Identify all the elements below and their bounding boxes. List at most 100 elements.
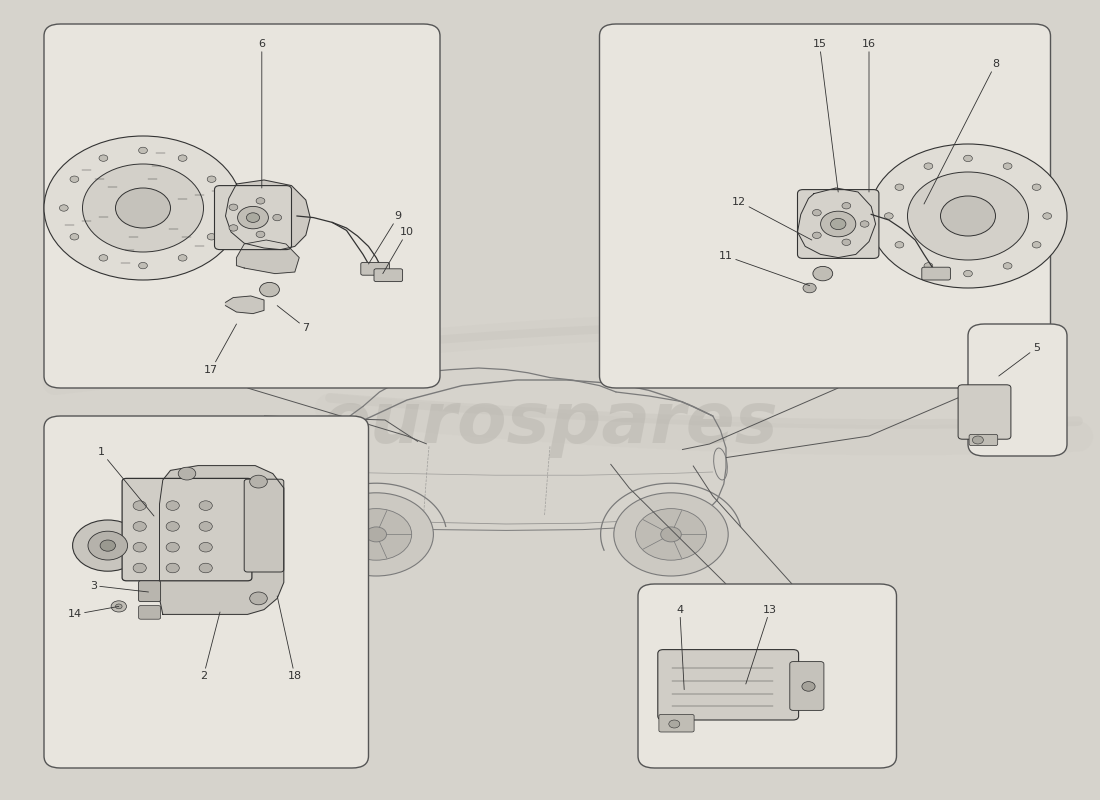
Polygon shape (160, 466, 284, 614)
Text: eurospares: eurospares (321, 390, 779, 458)
Circle shape (99, 254, 108, 261)
Circle shape (199, 522, 212, 531)
Circle shape (166, 522, 179, 531)
Circle shape (813, 266, 833, 281)
Circle shape (99, 155, 108, 162)
Circle shape (133, 522, 146, 531)
Circle shape (964, 270, 972, 277)
Text: M: M (293, 502, 297, 506)
Circle shape (273, 214, 282, 221)
Circle shape (250, 592, 267, 605)
Circle shape (116, 604, 122, 609)
Text: 18: 18 (277, 596, 301, 681)
Text: 15: 15 (813, 39, 838, 192)
FancyBboxPatch shape (361, 262, 389, 275)
Circle shape (133, 542, 146, 552)
Circle shape (229, 204, 238, 210)
Circle shape (908, 172, 1028, 260)
FancyBboxPatch shape (600, 24, 1050, 388)
FancyBboxPatch shape (922, 267, 950, 280)
Circle shape (964, 155, 972, 162)
Circle shape (166, 542, 179, 552)
FancyBboxPatch shape (798, 190, 879, 258)
Polygon shape (236, 240, 299, 274)
Text: 11: 11 (719, 251, 810, 286)
Circle shape (924, 262, 933, 269)
Circle shape (199, 501, 212, 510)
Circle shape (88, 531, 128, 560)
Circle shape (802, 682, 815, 691)
Circle shape (229, 225, 238, 231)
FancyBboxPatch shape (969, 434, 998, 446)
Circle shape (884, 213, 893, 219)
Circle shape (1003, 163, 1012, 170)
FancyBboxPatch shape (139, 606, 161, 619)
Text: 8: 8 (924, 59, 999, 204)
Circle shape (166, 501, 179, 510)
Text: 12: 12 (733, 197, 812, 240)
Circle shape (1043, 213, 1052, 219)
Polygon shape (226, 296, 264, 314)
Circle shape (842, 239, 850, 246)
Circle shape (139, 147, 147, 154)
Circle shape (813, 210, 822, 216)
Circle shape (111, 601, 126, 612)
Circle shape (246, 213, 260, 222)
Circle shape (207, 176, 216, 182)
FancyBboxPatch shape (122, 478, 252, 581)
Circle shape (238, 206, 268, 229)
Circle shape (924, 163, 933, 170)
Circle shape (940, 196, 996, 236)
Circle shape (82, 164, 204, 252)
Circle shape (842, 202, 850, 209)
FancyBboxPatch shape (244, 479, 284, 572)
Circle shape (860, 221, 869, 227)
Circle shape (70, 176, 79, 182)
FancyBboxPatch shape (958, 385, 1011, 439)
Text: 16: 16 (862, 39, 876, 192)
Circle shape (100, 540, 116, 551)
Text: 4: 4 (676, 605, 684, 690)
Polygon shape (226, 180, 310, 250)
Text: 5: 5 (999, 343, 1040, 376)
Circle shape (1032, 242, 1041, 248)
FancyBboxPatch shape (638, 584, 896, 768)
Text: 1: 1 (98, 447, 154, 516)
FancyBboxPatch shape (44, 416, 369, 768)
Circle shape (133, 563, 146, 573)
Circle shape (661, 527, 681, 542)
Circle shape (218, 205, 227, 211)
Text: 14: 14 (68, 606, 119, 619)
Circle shape (830, 218, 846, 230)
Circle shape (250, 475, 267, 488)
Circle shape (178, 254, 187, 261)
Text: 3: 3 (90, 581, 148, 592)
Circle shape (1003, 262, 1012, 269)
Circle shape (133, 501, 146, 510)
Circle shape (166, 563, 179, 573)
Text: 13: 13 (746, 605, 777, 684)
Circle shape (260, 282, 279, 297)
Circle shape (116, 188, 170, 228)
Circle shape (178, 467, 196, 480)
FancyBboxPatch shape (374, 269, 403, 282)
Circle shape (821, 211, 856, 237)
Circle shape (139, 262, 147, 269)
Circle shape (636, 509, 706, 560)
Circle shape (972, 436, 983, 444)
Text: 6: 6 (258, 39, 265, 188)
Circle shape (895, 242, 904, 248)
Text: 17: 17 (205, 324, 236, 374)
Circle shape (207, 234, 216, 240)
Circle shape (869, 144, 1067, 288)
FancyBboxPatch shape (214, 186, 292, 250)
Circle shape (813, 232, 822, 238)
Circle shape (1032, 184, 1041, 190)
FancyBboxPatch shape (968, 324, 1067, 456)
Circle shape (199, 563, 212, 573)
Circle shape (178, 155, 187, 162)
Circle shape (256, 198, 265, 204)
Circle shape (59, 205, 68, 211)
FancyBboxPatch shape (44, 24, 440, 388)
Circle shape (366, 527, 386, 542)
